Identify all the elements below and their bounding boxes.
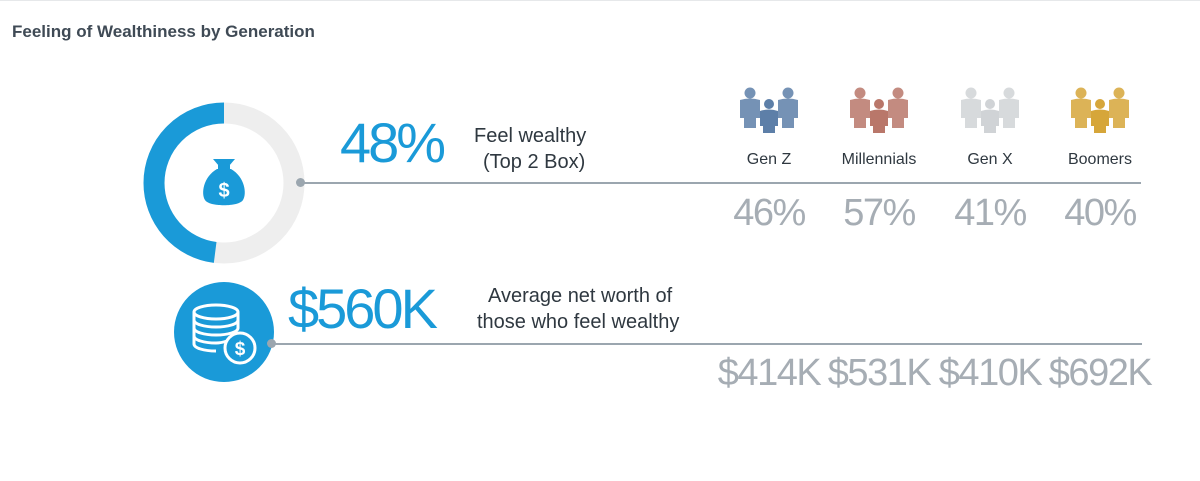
wealthy-label-line2: (Top 2 Box): [483, 151, 586, 173]
people-group-icon: [850, 87, 908, 133]
generation-net-worth: $692K: [1048, 352, 1153, 394]
generation-name-label: Boomers: [1067, 151, 1133, 168]
networth-label-line2: those who feel wealthy: [477, 311, 680, 333]
donut-wealthy-arc: [143, 102, 305, 264]
page-title: Feeling of Wealthiness by Generation: [12, 22, 315, 41]
top-divider: [0, 0, 1200, 1]
generation-name-label: Millennials: [841, 151, 917, 168]
wealthy-donut-chart: $: [143, 102, 305, 264]
generation-net-worth: $531K: [827, 352, 932, 394]
wealthy-label-line1: Feel wealthy: [474, 125, 587, 147]
svg-text:$: $: [235, 339, 246, 360]
coin-stack-icon: $: [192, 303, 257, 365]
generation-net-worth: $414K: [717, 352, 822, 394]
people-group-icon: [1071, 87, 1129, 133]
row2-divider: [272, 343, 1142, 345]
generation-wealthy-percent: 40%: [1064, 192, 1137, 234]
generation-name-label: Gen X: [967, 151, 1013, 168]
row1-divider: [301, 182, 1141, 184]
wealthy-percent-value: 48%: [340, 111, 446, 174]
people-group-icon: [961, 87, 1019, 133]
row1-connector-dot: [296, 178, 305, 187]
svg-text:$: $: [218, 180, 229, 202]
generation-name-label: Gen Z: [746, 151, 792, 168]
generation-wealthy-percent: 46%: [733, 192, 806, 234]
networth-label-line1: Average net worth of: [488, 285, 673, 307]
generation-wealthy-percent: 41%: [954, 192, 1027, 234]
row2-connector-dot: [267, 339, 276, 348]
generation-net-worth: $410K: [938, 352, 1043, 394]
networth-value: $560K: [288, 277, 438, 340]
coin-stack-badge: $: [174, 282, 274, 382]
people-group-icon: [740, 87, 798, 133]
money-bag-icon: $: [203, 159, 245, 206]
generation-wealthy-percent: 57%: [843, 192, 916, 234]
